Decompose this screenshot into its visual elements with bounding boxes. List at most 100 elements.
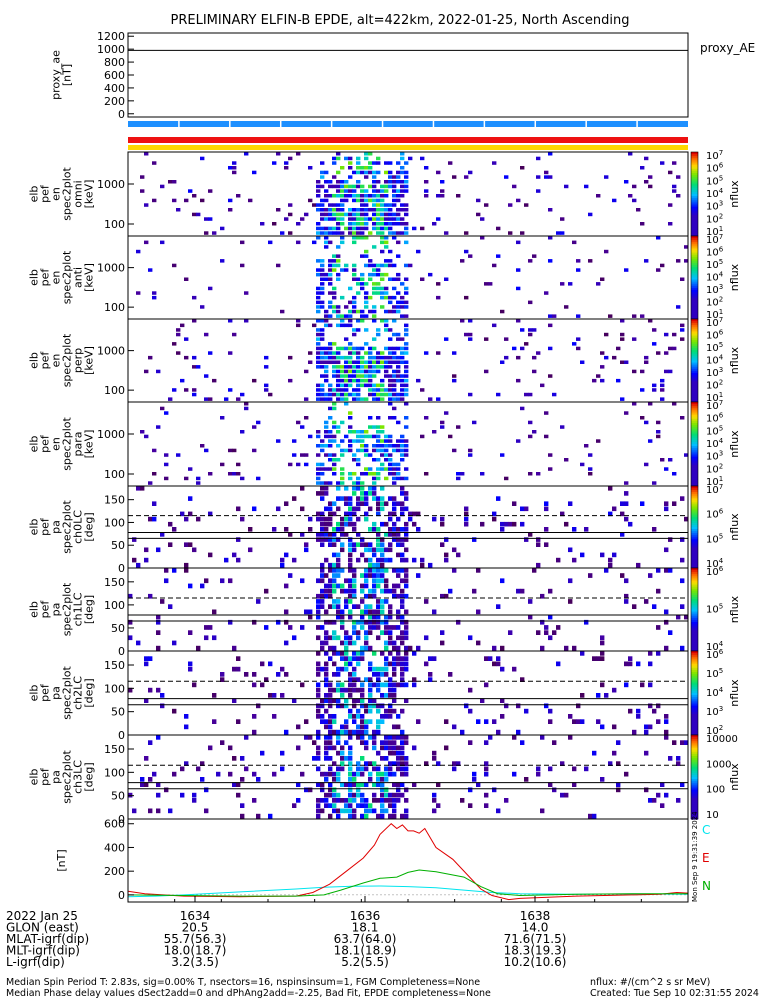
heatmap-cell	[544, 527, 549, 532]
heatmap-cell	[384, 295, 389, 300]
heatmap-cell	[340, 687, 345, 693]
colorbar-swatch	[691, 601, 698, 604]
panel-ylabel: pef	[39, 268, 52, 287]
heatmap-cell	[376, 397, 381, 401]
colorbar-swatch	[691, 246, 698, 250]
heatmap-cell	[404, 300, 409, 305]
heatmap-cell	[404, 378, 409, 383]
heatmap-cell	[348, 537, 353, 542]
heatmap-cell	[324, 609, 329, 615]
colorbar-swatch	[691, 703, 698, 707]
heatmap-cell	[376, 416, 381, 420]
heatmap-cell	[556, 557, 561, 563]
heatmap-cell	[404, 578, 409, 584]
heatmap-cell	[328, 430, 333, 434]
heatmap-cell	[368, 166, 373, 170]
heatmap-cell	[340, 374, 345, 378]
heatmap-cell	[356, 708, 361, 714]
heatmap-cell	[140, 430, 145, 434]
heatmap-cell	[392, 397, 397, 401]
heatmap-cell	[364, 166, 369, 170]
heatmap-cell	[328, 212, 333, 217]
heatmap-cell	[176, 328, 181, 332]
heatmap-cell	[360, 236, 365, 240]
heatmap-cell	[160, 240, 165, 245]
heatmap-cell	[316, 309, 321, 314]
heatmap-cell	[640, 416, 645, 420]
heatmap-cell	[160, 406, 165, 411]
heatmap-cell	[388, 249, 393, 254]
heatmap-cell	[400, 588, 405, 594]
heatmap-cell	[640, 501, 645, 506]
heatmap-cell	[388, 766, 393, 772]
heatmap-cell	[344, 703, 349, 709]
heatmap-cell	[400, 166, 405, 170]
heatmap-cell	[544, 630, 549, 635]
heatmap-cell	[396, 397, 401, 401]
heatmap-cell	[632, 604, 637, 609]
heatmap-cell	[352, 439, 357, 443]
heatmap-cell	[312, 740, 317, 745]
heatmap-cell	[380, 756, 385, 761]
heatmap-cell	[348, 808, 353, 814]
heatmap-cell	[384, 740, 389, 745]
heatmap-cell	[388, 383, 393, 388]
heatmap-cell	[392, 360, 397, 364]
colorbar-label: nflux	[728, 430, 741, 458]
heatmap-cell	[344, 782, 349, 787]
heatmap-cell	[396, 175, 401, 179]
heatmap-cell	[528, 300, 533, 305]
heatmap-cell	[380, 813, 385, 819]
heatmap-cell	[352, 217, 357, 221]
heatmap-cell	[544, 703, 549, 709]
heatmap-cell	[336, 527, 341, 532]
heatmap-cell	[364, 254, 369, 258]
colorbar-swatch	[691, 420, 698, 424]
heatmap-cell	[388, 295, 393, 300]
heatmap-cell	[336, 360, 341, 364]
heatmap-cell	[376, 511, 381, 517]
heatmap-cell	[352, 332, 357, 337]
colorbar-swatch	[691, 372, 698, 376]
heatmap-cell	[388, 217, 393, 221]
heatmap-cell	[356, 604, 361, 609]
heatmap-cell	[168, 542, 173, 547]
heatmap-cell	[392, 666, 397, 672]
heatmap-cell	[648, 724, 653, 730]
heatmap-cell	[404, 448, 409, 453]
colorbar-label: nflux	[728, 595, 741, 623]
heatmap-cell	[652, 328, 657, 332]
heatmap-cell	[364, 374, 369, 378]
heatmap-cell	[368, 217, 373, 221]
heatmap-cell	[208, 745, 213, 751]
heatmap-cell	[332, 568, 337, 573]
heatmap-cell	[548, 453, 553, 457]
heatmap-cell	[564, 458, 569, 462]
heatmap-cell	[492, 323, 497, 328]
colorbar-swatch	[691, 672, 698, 675]
heatmap-cell	[320, 562, 325, 568]
colorbar-swatch	[691, 242, 698, 245]
heatmap-cell	[316, 397, 321, 401]
colorbar-swatch	[691, 444, 698, 447]
heatmap-cell	[336, 305, 341, 309]
heatmap-cell	[280, 750, 285, 756]
heatmap-cell	[328, 506, 333, 512]
heatmap-cell	[320, 491, 325, 496]
heatmap-cell	[484, 719, 489, 724]
heatmap-cell	[436, 194, 441, 198]
heatmap-cell	[352, 300, 357, 305]
heatmap-cell	[204, 625, 209, 630]
heatmap-cell	[364, 808, 369, 814]
heatmap-cell	[544, 291, 549, 295]
heatmap-cell	[476, 198, 481, 203]
heatmap-cell	[348, 562, 353, 568]
heatmap-cell	[484, 656, 489, 661]
heatmap-cell	[400, 593, 405, 599]
heatmap-cell	[316, 231, 321, 235]
heatmap-cell	[400, 295, 405, 300]
colorbar-swatch	[691, 745, 698, 749]
heatmap-cell	[356, 374, 361, 378]
heatmap-cell	[420, 434, 425, 439]
heatmap-cell	[352, 198, 357, 203]
